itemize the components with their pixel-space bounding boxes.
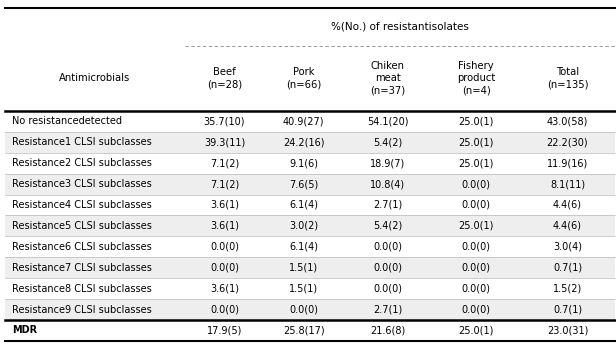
- Text: 54.1(20): 54.1(20): [367, 116, 408, 126]
- Bar: [5, 132, 615, 153]
- Text: 0.0(0): 0.0(0): [461, 200, 490, 210]
- Text: 7.1(2): 7.1(2): [210, 158, 239, 168]
- Text: Antimicrobials: Antimicrobials: [59, 73, 131, 83]
- Text: 0.0(0): 0.0(0): [290, 305, 318, 315]
- Text: 6.1(4): 6.1(4): [290, 200, 318, 210]
- Text: 5.4(2): 5.4(2): [373, 221, 402, 231]
- Text: 25.0(1): 25.0(1): [458, 221, 493, 231]
- Text: 0.0(0): 0.0(0): [373, 263, 402, 273]
- Text: 2.7(1): 2.7(1): [373, 200, 402, 210]
- Text: 8.1(11): 8.1(11): [550, 179, 585, 189]
- Text: Resistance1 CLSI subclasses: Resistance1 CLSI subclasses: [12, 137, 152, 147]
- Text: Fishery
product
(n=4): Fishery product (n=4): [457, 61, 495, 96]
- Text: 3.6(1): 3.6(1): [210, 221, 239, 231]
- Text: Total
(n=135): Total (n=135): [547, 67, 588, 90]
- Text: 7.6(5): 7.6(5): [289, 179, 318, 189]
- Text: 0.0(0): 0.0(0): [461, 305, 490, 315]
- Text: 1.5(1): 1.5(1): [289, 284, 318, 294]
- Text: Chiken
meat
(n=37): Chiken meat (n=37): [370, 61, 405, 96]
- Text: 25.0(1): 25.0(1): [458, 137, 493, 147]
- Text: 3.6(1): 3.6(1): [210, 200, 239, 210]
- Text: 0.0(0): 0.0(0): [210, 263, 239, 273]
- Text: Resistance6 CLSI subclasses: Resistance6 CLSI subclasses: [12, 242, 152, 252]
- Text: 22.2(30): 22.2(30): [546, 137, 588, 147]
- Bar: [5, 257, 615, 278]
- Text: 6.1(4): 6.1(4): [290, 242, 318, 252]
- Bar: [5, 174, 615, 195]
- Text: 0.0(0): 0.0(0): [373, 284, 402, 294]
- Text: 23.0(31): 23.0(31): [547, 325, 588, 335]
- Text: 7.1(2): 7.1(2): [210, 179, 239, 189]
- Bar: [5, 215, 615, 236]
- Text: 1.5(1): 1.5(1): [289, 263, 318, 273]
- Text: 43.0(58): 43.0(58): [547, 116, 588, 126]
- Text: 0.0(0): 0.0(0): [461, 263, 490, 273]
- Text: 3.0(4): 3.0(4): [553, 242, 582, 252]
- Text: Resistance8 CLSI subclasses: Resistance8 CLSI subclasses: [12, 284, 152, 294]
- Text: Resistance5 CLSI subclasses: Resistance5 CLSI subclasses: [12, 221, 152, 231]
- Text: 0.0(0): 0.0(0): [461, 284, 490, 294]
- Text: MDR: MDR: [12, 325, 38, 335]
- Text: 21.6(8): 21.6(8): [370, 325, 405, 335]
- Bar: [5, 299, 615, 320]
- Text: 25.0(1): 25.0(1): [458, 158, 493, 168]
- Text: 3.6(1): 3.6(1): [210, 284, 239, 294]
- Text: Resistance2 CLSI subclasses: Resistance2 CLSI subclasses: [12, 158, 152, 168]
- Text: 4.4(6): 4.4(6): [553, 221, 582, 231]
- Text: 1.5(2): 1.5(2): [553, 284, 582, 294]
- Text: 0.7(1): 0.7(1): [553, 263, 582, 273]
- Text: 0.0(0): 0.0(0): [210, 242, 239, 252]
- Text: Resistance7 CLSI subclasses: Resistance7 CLSI subclasses: [12, 263, 152, 273]
- Text: 0.0(0): 0.0(0): [461, 242, 490, 252]
- Text: 5.4(2): 5.4(2): [373, 137, 402, 147]
- Text: 11.9(16): 11.9(16): [547, 158, 588, 168]
- Text: 0.0(0): 0.0(0): [461, 179, 490, 189]
- Text: Resistance9 CLSI subclasses: Resistance9 CLSI subclasses: [12, 305, 152, 315]
- Text: 25.8(17): 25.8(17): [283, 325, 325, 335]
- Text: 24.2(16): 24.2(16): [283, 137, 325, 147]
- Text: 9.1(6): 9.1(6): [290, 158, 318, 168]
- Text: 2.7(1): 2.7(1): [373, 305, 402, 315]
- Text: 3.0(2): 3.0(2): [289, 221, 318, 231]
- Text: Resistance4 CLSI subclasses: Resistance4 CLSI subclasses: [12, 200, 152, 210]
- Text: 35.7(10): 35.7(10): [204, 116, 245, 126]
- Text: 4.4(6): 4.4(6): [553, 200, 582, 210]
- Text: Resistance3 CLSI subclasses: Resistance3 CLSI subclasses: [12, 179, 152, 189]
- Text: 17.9(5): 17.9(5): [207, 325, 242, 335]
- Text: 18.9(7): 18.9(7): [370, 158, 405, 168]
- Text: 0.0(0): 0.0(0): [210, 305, 239, 315]
- Text: No resistancedetected: No resistancedetected: [12, 116, 123, 126]
- Text: Beef
(n=28): Beef (n=28): [207, 67, 242, 90]
- Text: 25.0(1): 25.0(1): [458, 116, 493, 126]
- Text: 40.9(27): 40.9(27): [283, 116, 325, 126]
- Text: 39.3(11): 39.3(11): [204, 137, 245, 147]
- Text: 0.7(1): 0.7(1): [553, 305, 582, 315]
- Text: %(No.) of resistantisolates: %(No.) of resistantisolates: [331, 22, 469, 32]
- Text: 25.0(1): 25.0(1): [458, 325, 493, 335]
- Text: Pork
(n=66): Pork (n=66): [286, 67, 322, 90]
- Text: 0.0(0): 0.0(0): [373, 242, 402, 252]
- Text: 10.8(4): 10.8(4): [370, 179, 405, 189]
